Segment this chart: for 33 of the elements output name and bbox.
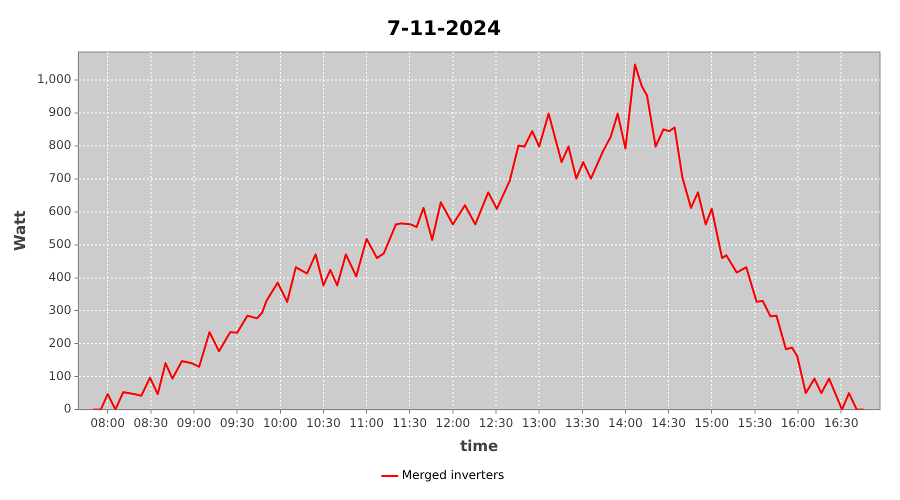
x-tick-label: 12:30 — [478, 416, 514, 430]
y-tick-label: 900 — [48, 105, 72, 120]
x-tick-label: 13:00 — [522, 416, 556, 430]
y-axis-title: Watt — [10, 210, 29, 252]
legend-label: Merged inverters — [402, 468, 504, 482]
x-tick-label: 12:00 — [436, 416, 470, 430]
x-tick-label: 15:00 — [694, 416, 730, 430]
chart-title: 7-11-2024 — [386, 16, 502, 40]
x-tick-label: 11:00 — [349, 416, 384, 430]
x-tick-label: 15:30 — [738, 416, 772, 430]
x-tick-label: 08:00 — [90, 416, 125, 430]
x-axis-title: time — [460, 436, 498, 455]
y-tick-label: 600 — [48, 204, 72, 218]
x-tick-label: 13:30 — [565, 416, 600, 430]
y-tick-label: 800 — [48, 138, 72, 152]
y-tick-label: 400 — [48, 270, 72, 284]
y-tick-label: 500 — [48, 236, 72, 251]
x-tick-label: 09:00 — [176, 416, 212, 430]
x-tick-label: 09:30 — [220, 416, 254, 430]
x-tick-label: 16:00 — [780, 416, 816, 430]
x-tick-label: 14:30 — [651, 416, 686, 430]
x-tick-label: 10:30 — [306, 416, 341, 430]
y-tick-label: 0 — [64, 402, 72, 416]
y-tick-label: 700 — [48, 171, 72, 186]
y-tick-label: 1,000 — [36, 72, 72, 86]
y-tick-label: 300 — [48, 302, 72, 317]
y-tick-label: 200 — [48, 336, 72, 350]
x-tick-label: 16:30 — [824, 416, 858, 430]
x-tick-label: 10:00 — [262, 416, 298, 430]
x-tick-label: 11:30 — [392, 416, 428, 430]
y-tick-label: 100 — [48, 368, 72, 383]
x-tick-label: 08:30 — [134, 416, 168, 430]
x-tick-label: 14:00 — [608, 416, 643, 430]
